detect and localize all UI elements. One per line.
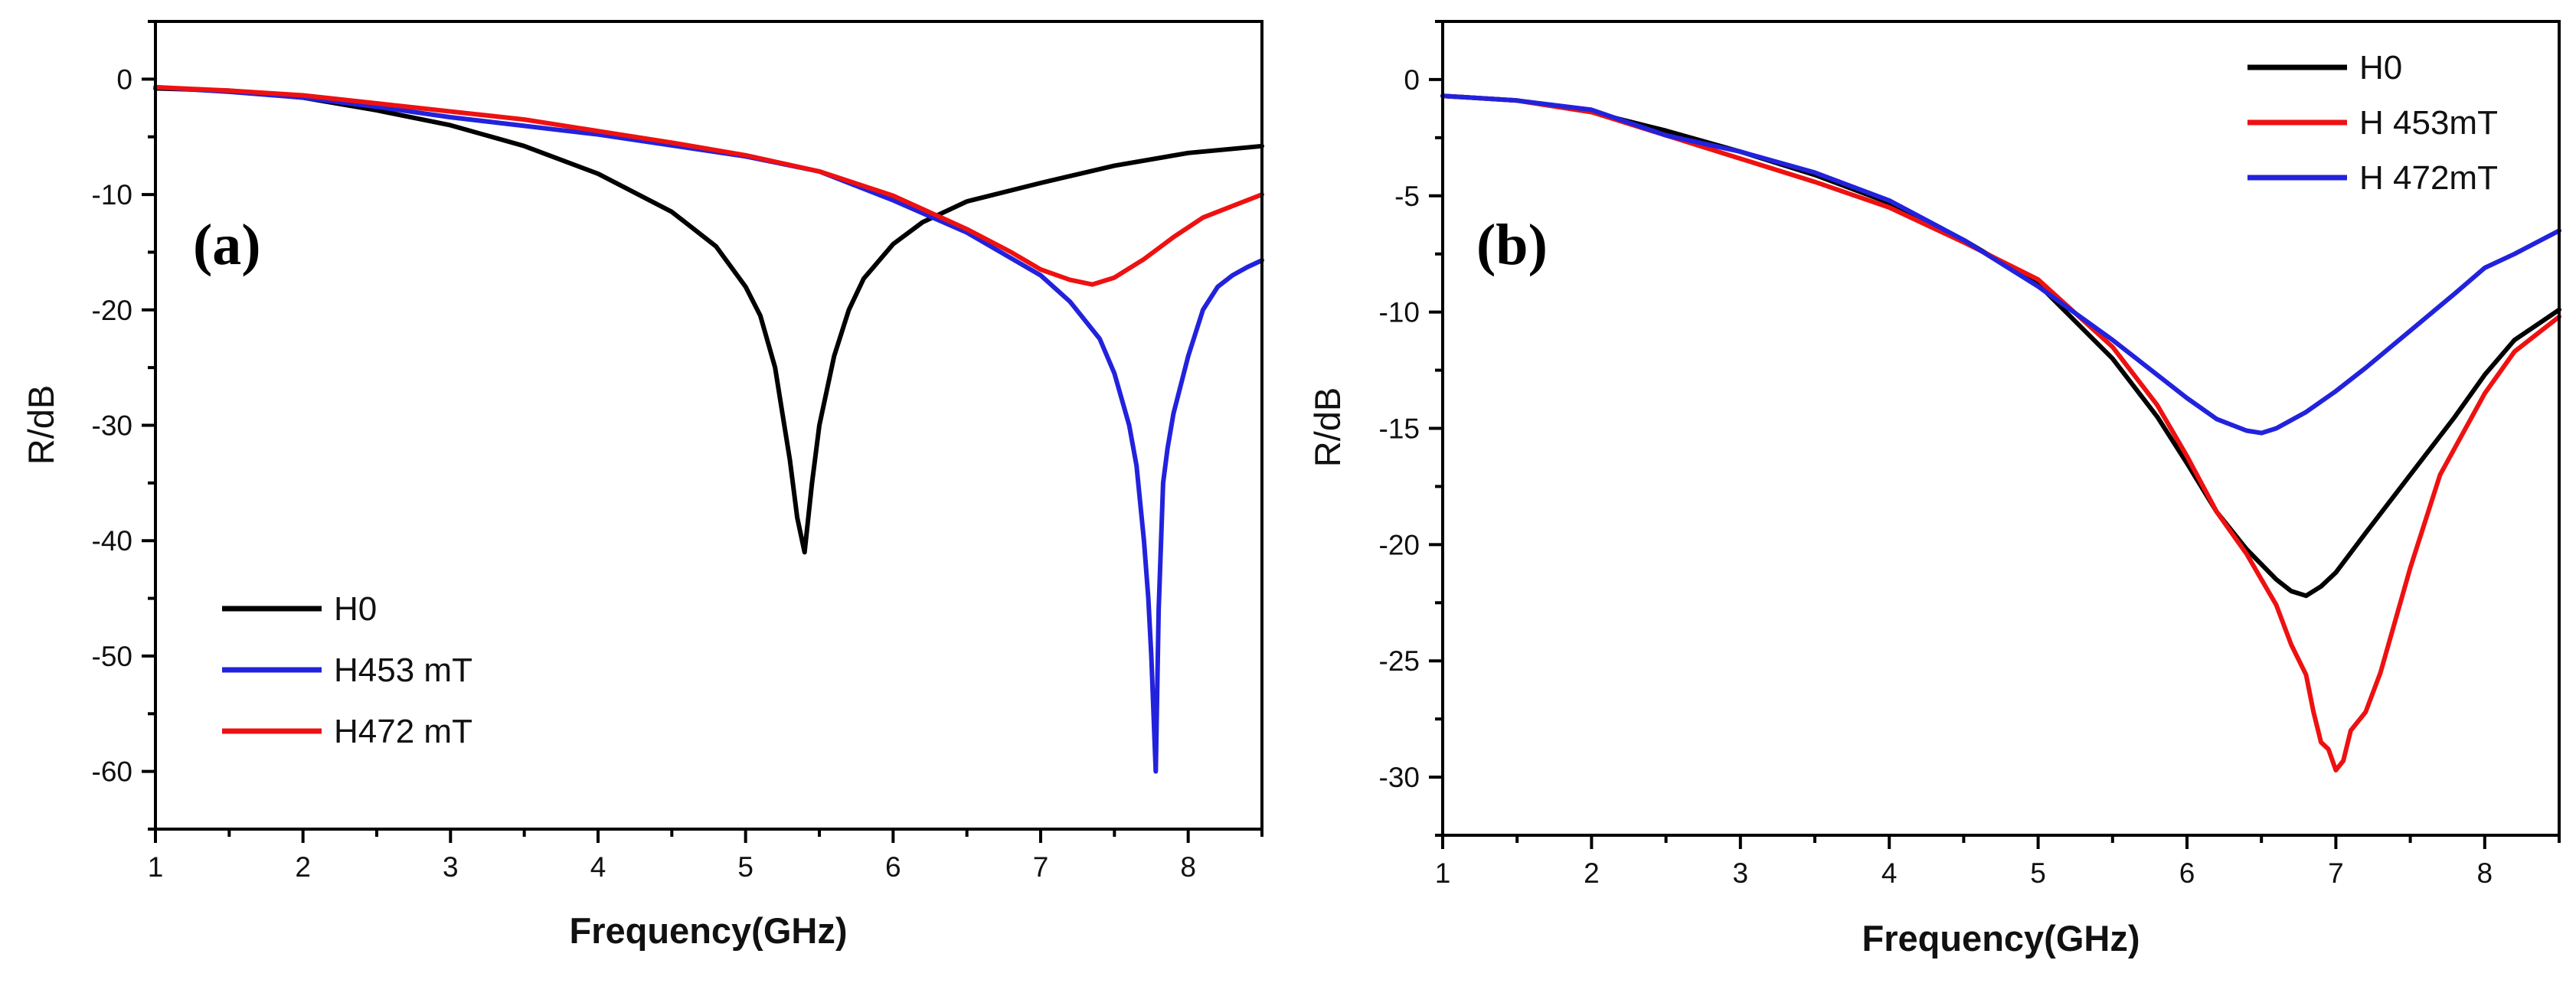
panel-a: 1 2 3 4 5 6 7 8 0 -10 -20 -30 -40 -50 -60 (a) Frequen… bbox=[21, 20, 1264, 951]
series-line-a-2 bbox=[153, 84, 1264, 287]
series-line-a-0 bbox=[153, 86, 1264, 555]
x-tick-label: 5 bbox=[2030, 857, 2046, 889]
y-axis-title-b: R/dB bbox=[1307, 387, 1348, 468]
y-tick-label: -10 bbox=[1379, 297, 1420, 328]
xticks-a: 1 2 3 4 5 6 7 8 bbox=[148, 829, 1263, 883]
plot-frame-b bbox=[1441, 20, 2561, 837]
x-tick-label: 8 bbox=[2477, 857, 2493, 889]
x-tick-label: 7 bbox=[2328, 857, 2344, 889]
y-tick-label: -10 bbox=[92, 179, 132, 211]
y-tick-label: -5 bbox=[1394, 181, 1420, 212]
series-line-b-2 bbox=[1440, 93, 2561, 436]
legend-label-a-1: H453 mT bbox=[334, 652, 472, 689]
y-tick-label: -50 bbox=[92, 641, 132, 672]
y-tick-label: -20 bbox=[1379, 529, 1420, 560]
x-tick-label: 1 bbox=[148, 851, 164, 883]
y-tick-label: -40 bbox=[92, 525, 132, 557]
panel-b: 1 2 3 4 5 6 7 8 0 -5 -10 -15 -20 -25 -30 (b) Frequenc… bbox=[1307, 20, 2561, 959]
legend-label-a-2: H472 mT bbox=[334, 713, 472, 750]
plot-frame-a bbox=[154, 20, 1263, 831]
series-line-b-1 bbox=[1440, 93, 2561, 772]
y-tick-label: -30 bbox=[92, 410, 132, 442]
x-axis-title-a: Frequency(GHz) bbox=[570, 910, 848, 951]
y-tick-label: -20 bbox=[92, 295, 132, 326]
legend-label-b-2: H 472mT bbox=[2359, 159, 2498, 197]
legend-label-b-1: H 453mT bbox=[2359, 104, 2498, 142]
y-axis-title-a: R/dB bbox=[21, 385, 61, 465]
legend-label-a-0: H0 bbox=[334, 590, 377, 628]
series-group-b bbox=[1440, 93, 2561, 772]
x-tick-label: 3 bbox=[1733, 857, 1749, 889]
y-tick-label: 0 bbox=[1404, 64, 1420, 96]
x-tick-label: 5 bbox=[737, 851, 754, 883]
panel-label-b: (b) bbox=[1476, 213, 1548, 277]
y-tick-label: 0 bbox=[116, 64, 132, 95]
xticks-b: 1 2 3 4 5 6 7 8 bbox=[1435, 835, 2561, 889]
series-group-a bbox=[153, 84, 1264, 774]
yticks-a: 0 -10 -20 -30 -40 -50 -60 bbox=[92, 20, 155, 831]
x-tick-label: 4 bbox=[590, 851, 606, 883]
panel-label-a: (a) bbox=[193, 213, 261, 277]
yticks-b: 0 -5 -10 -15 -20 -25 -30 bbox=[1379, 20, 1443, 837]
x-tick-label: 7 bbox=[1033, 851, 1049, 883]
legend-b: H0 H 453mT H 472mT bbox=[2247, 49, 2498, 197]
y-tick-label: -60 bbox=[92, 756, 132, 788]
x-tick-label: 2 bbox=[1584, 857, 1600, 889]
series-line-a-1 bbox=[153, 84, 1264, 774]
x-axis-title-b: Frequency(GHz) bbox=[1862, 918, 2140, 959]
legend-a: H0 H453 mT H472 mT bbox=[222, 590, 472, 750]
y-tick-label: -15 bbox=[1379, 413, 1420, 445]
x-tick-label: 4 bbox=[1881, 857, 1898, 889]
y-tick-label: -30 bbox=[1379, 762, 1420, 793]
x-tick-label: 6 bbox=[2179, 857, 2195, 889]
legend-label-b-0: H0 bbox=[2359, 49, 2402, 87]
x-tick-label: 8 bbox=[1180, 851, 1196, 883]
x-tick-label: 1 bbox=[1435, 857, 1451, 889]
x-tick-label: 3 bbox=[443, 851, 459, 883]
x-tick-label: 2 bbox=[295, 851, 311, 883]
y-tick-label: -25 bbox=[1379, 645, 1420, 677]
x-tick-label: 6 bbox=[885, 851, 901, 883]
